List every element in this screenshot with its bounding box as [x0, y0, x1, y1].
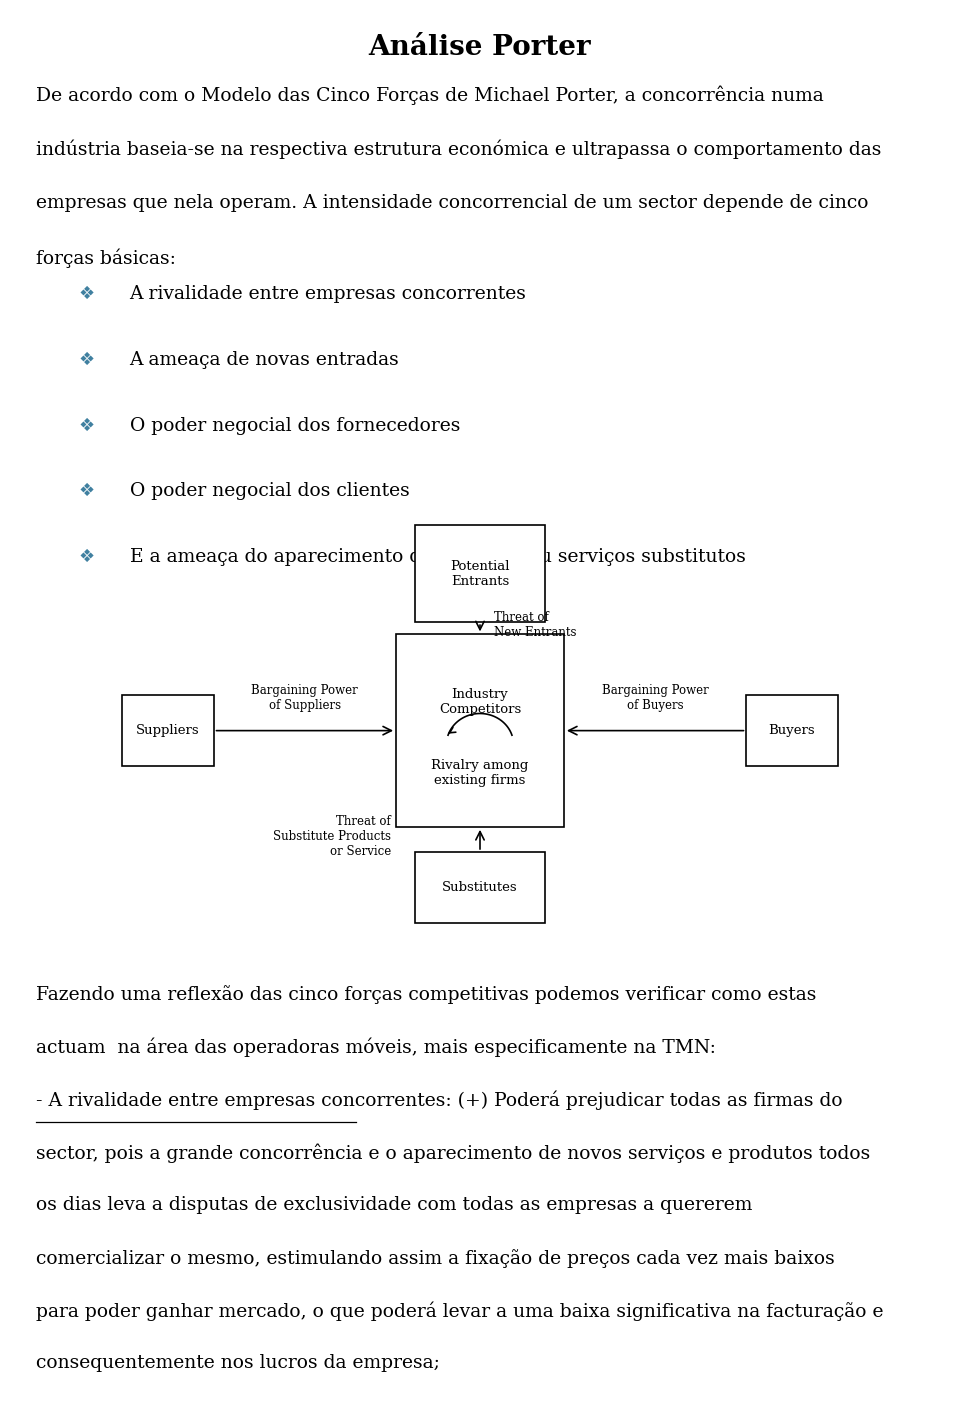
- FancyBboxPatch shape: [396, 634, 564, 828]
- Text: para poder ganhar mercado, o que poderá levar a uma baixa significativa na factu: para poder ganhar mercado, o que poderá …: [36, 1301, 884, 1321]
- Text: O poder negocial dos clientes: O poder negocial dos clientes: [130, 482, 409, 501]
- Text: os dias leva a disputas de exclusividade com todas as empresas a quererem: os dias leva a disputas de exclusividade…: [36, 1196, 753, 1214]
- FancyBboxPatch shape: [747, 695, 837, 766]
- Text: ❖: ❖: [79, 285, 94, 304]
- Text: empresas que nela operam. A intensidade concorrencial de um sector depende de ci: empresas que nela operam. A intensidade …: [36, 194, 869, 213]
- Text: Threat of
Substitute Products
or Service: Threat of Substitute Products or Service: [274, 815, 392, 858]
- Text: Potential
Entrants: Potential Entrants: [450, 559, 510, 588]
- Text: Industry
Competitors: Industry Competitors: [439, 688, 521, 716]
- Text: comercializar o mesmo, estimulando assim a fixação de preços cada vez mais baixo: comercializar o mesmo, estimulando assim…: [36, 1249, 835, 1267]
- Text: Bargaining Power
of Suppliers: Bargaining Power of Suppliers: [252, 684, 358, 712]
- Text: A ameaça de novas entradas: A ameaça de novas entradas: [130, 351, 399, 370]
- Text: indústria baseia-se na respectiva estrutura económica e ultrapassa o comportamen: indústria baseia-se na respectiva estrut…: [36, 140, 882, 160]
- Text: ❖: ❖: [79, 482, 94, 501]
- Text: Substitutes: Substitutes: [443, 880, 517, 895]
- Text: ❖: ❖: [79, 351, 94, 370]
- Text: Análise Porter: Análise Porter: [369, 34, 591, 61]
- Text: sector, pois a grande concorrência e o aparecimento de novos serviços e produtos: sector, pois a grande concorrência e o a…: [36, 1143, 871, 1163]
- Text: De acordo com o Modelo das Cinco Forças de Michael Porter, a concorrência numa: De acordo com o Modelo das Cinco Forças …: [36, 86, 825, 106]
- Text: A rivalidade entre empresas concorrentes: A rivalidade entre empresas concorrentes: [130, 285, 526, 304]
- Text: Rivalry among
existing firms: Rivalry among existing firms: [431, 759, 529, 788]
- Text: - A rivalidade entre empresas concorrentes: (+) Poderá prejudicar todas as firma: - A rivalidade entre empresas concorrent…: [36, 1090, 843, 1110]
- FancyBboxPatch shape: [415, 525, 544, 622]
- Text: Suppliers: Suppliers: [136, 723, 200, 738]
- Text: Buyers: Buyers: [769, 723, 815, 738]
- Text: ❖: ❖: [79, 417, 94, 435]
- FancyBboxPatch shape: [123, 695, 213, 766]
- Text: Threat of
New Entrants: Threat of New Entrants: [494, 611, 577, 639]
- Text: ❖: ❖: [79, 548, 94, 567]
- Text: actuam  na área das operadoras móveis, mais especificamente na TMN:: actuam na área das operadoras móveis, ma…: [36, 1037, 716, 1057]
- Text: O poder negocial dos fornecedores: O poder negocial dos fornecedores: [130, 417, 460, 435]
- Text: forças básicas:: forças básicas:: [36, 248, 177, 268]
- Text: consequentemente nos lucros da empresa;: consequentemente nos lucros da empresa;: [36, 1354, 441, 1373]
- Text: E a ameaça do aparecimento de produtos ou serviços substitutos: E a ameaça do aparecimento de produtos o…: [130, 548, 746, 567]
- Text: Bargaining Power
of Buyers: Bargaining Power of Buyers: [602, 684, 708, 712]
- FancyBboxPatch shape: [415, 852, 544, 923]
- Text: Fazendo uma reflexão das cinco forças competitivas podemos verificar como estas: Fazendo uma reflexão das cinco forças co…: [36, 985, 817, 1003]
